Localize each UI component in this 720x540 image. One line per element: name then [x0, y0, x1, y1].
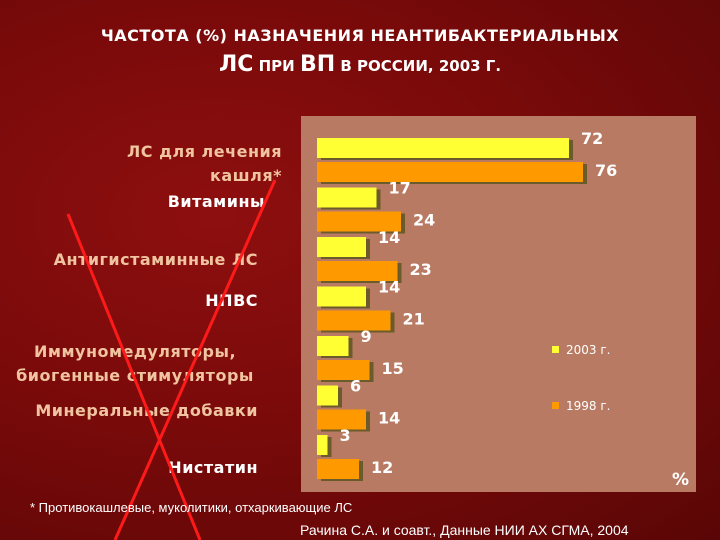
data-label-2003-1: 17	[389, 179, 411, 198]
bar-1998-6	[317, 459, 359, 479]
bar-2003-6	[317, 435, 328, 455]
data-label-2003-2: 14	[378, 228, 400, 247]
data-label-1998-4: 15	[382, 359, 404, 378]
bar-2003-0	[317, 138, 569, 158]
data-label-1998-6: 12	[371, 458, 393, 477]
category-label-nystatin: Нистатин	[60, 456, 258, 480]
bar-1998-4	[317, 360, 370, 380]
category-label-antihistamine-text: Антигистаминные ЛС	[53, 250, 258, 269]
bar-1998-2	[317, 261, 398, 281]
data-label-2003-0: 72	[581, 129, 603, 148]
legend-swatch-1	[552, 402, 559, 409]
bar-2003-1	[317, 187, 377, 208]
bar-2003-3	[317, 286, 366, 307]
data-label-2003-5: 6	[350, 377, 361, 396]
bar-1998-3	[317, 310, 391, 331]
category-label-nystatin-text: Нистатин	[168, 458, 258, 477]
category-label-vitamins: Витамины	[60, 190, 265, 214]
legend-swatch-0	[552, 346, 559, 353]
title-part-rest: В РОССИИ, 2003 Г.	[340, 57, 502, 75]
title-part-ls: ЛС	[218, 52, 254, 77]
unit-label: %	[672, 470, 690, 490]
legend-label-1: 1998 г.	[566, 399, 610, 413]
data-label-1998-2: 23	[410, 260, 432, 279]
bar-2003-2	[317, 237, 366, 257]
chart-title-line2: ЛС ПРИ ВП В РОССИИ, 2003 Г.	[0, 52, 720, 77]
bar-1998-1	[317, 211, 401, 232]
data-label-1998-0: 76	[595, 161, 617, 180]
title-part-pri: ПРИ	[258, 57, 295, 75]
category-label-antihistamine: Антигистаминные ЛС	[0, 248, 258, 272]
bar-2003-4	[317, 336, 349, 356]
bar-1998-0	[317, 162, 583, 182]
data-label-2003-6: 3	[340, 426, 351, 445]
bar-2003-5	[317, 385, 338, 406]
legend-label-0: 2003 г.	[566, 343, 610, 357]
title-part-vp: ВП	[299, 52, 336, 77]
category-label-vitamins-text: Витамины	[167, 192, 265, 211]
data-label-2003-3: 14	[378, 278, 400, 297]
category-label-cough-text: ЛС для лечения кашля*	[126, 142, 282, 185]
data-label-1998-5: 14	[378, 409, 400, 428]
data-label-2003-4: 9	[361, 327, 372, 346]
chart-title-line1: ЧАСТОТА (%) НАЗНАЧЕНИЯ НЕАНТИБАКТЕРИАЛЬН…	[100, 26, 620, 45]
bar-1998-5	[317, 409, 366, 430]
footnote: * Противокашлевые, муколитики, отхаркива…	[30, 500, 353, 515]
category-label-cough: ЛС для лечения кашля*	[60, 140, 282, 188]
data-label-1998-3: 21	[403, 310, 425, 329]
data-label-1998-1: 24	[413, 211, 435, 230]
source-citation: Рачина С.А. и соавт., Данные НИИ АХ СГМА…	[300, 522, 629, 538]
